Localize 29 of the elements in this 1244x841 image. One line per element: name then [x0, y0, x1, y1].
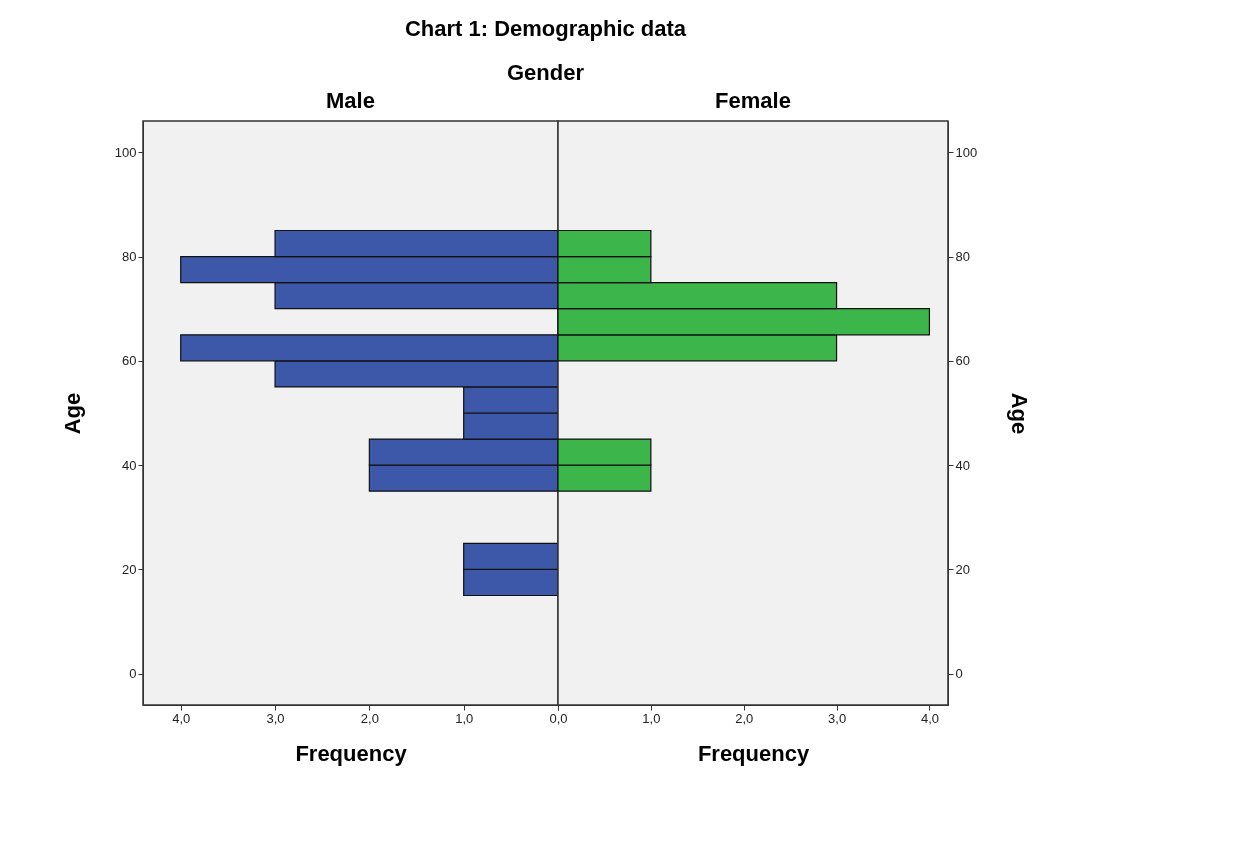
- y-tick-label: 40: [122, 457, 137, 473]
- y-tick-label: 0: [129, 666, 137, 682]
- y-tick-label: 0: [955, 666, 963, 682]
- y-axis-title: Age: [1007, 392, 1033, 435]
- x-tick-label: 1,0: [642, 710, 661, 726]
- text: Male: [326, 88, 375, 113]
- y-tick-label: 100: [114, 144, 137, 160]
- text: Female: [715, 88, 791, 113]
- y-tick-label: 40: [955, 457, 970, 473]
- y-tick-label: 80: [955, 249, 970, 265]
- y-tick-label: 60: [955, 353, 970, 369]
- x-axis-title: Frequency: [295, 740, 408, 766]
- y-tick-label: 20: [122, 561, 137, 577]
- x-tick-label: 0,0: [549, 710, 568, 726]
- y-tick-label: 20: [955, 561, 970, 577]
- x-tick-label: 2,0: [360, 710, 379, 726]
- x-tick-label: 3,0: [266, 710, 285, 726]
- x-tick-label: 1,0: [455, 710, 474, 726]
- x-tick-label: 4,0: [920, 710, 939, 726]
- x-tick-label: 4,0: [172, 710, 191, 726]
- x-tick-label: 3,0: [828, 710, 847, 726]
- y-tick-label: 80: [122, 249, 137, 265]
- chart-title: Chart 1: Demographic data: [404, 16, 687, 42]
- x-axis-title: Frequency: [697, 740, 810, 766]
- x-tick-label: 2,0: [735, 710, 754, 726]
- legend-title: Gender: [506, 60, 585, 86]
- y-axis-title: Age: [59, 392, 85, 435]
- y-tick-label: 60: [122, 353, 137, 369]
- y-tick-label: 100: [955, 144, 978, 160]
